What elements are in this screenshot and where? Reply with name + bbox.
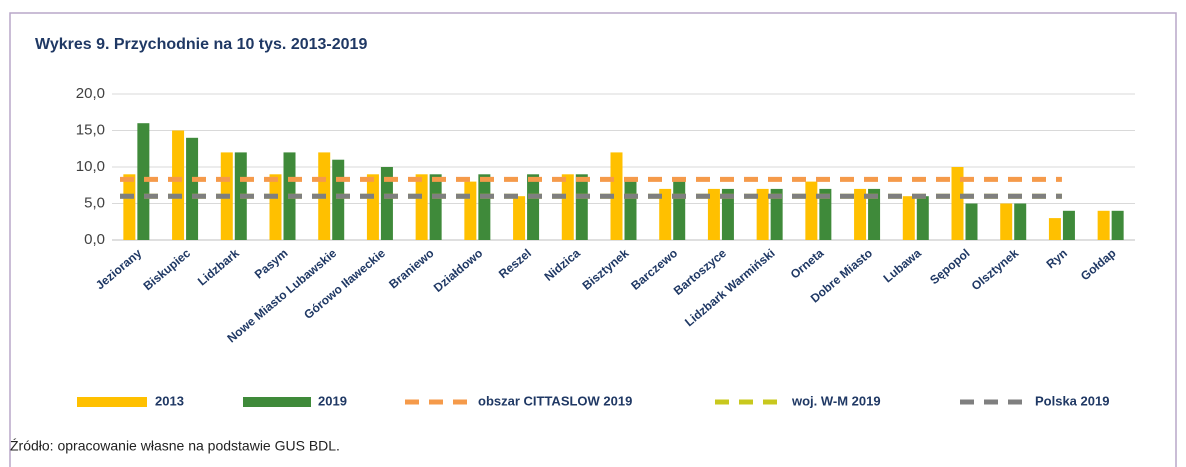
bar bbox=[478, 174, 491, 240]
x-tick-label: Sępopol bbox=[927, 246, 972, 287]
legend-label: 2019 bbox=[318, 393, 347, 408]
x-tick-label: Braniewo bbox=[386, 246, 436, 291]
x-tick-label: Lubawa bbox=[881, 246, 924, 286]
bar bbox=[332, 159, 345, 240]
bar bbox=[951, 167, 964, 240]
bar bbox=[854, 188, 867, 240]
bar bbox=[965, 203, 978, 240]
x-tick-label: Jeziorany bbox=[93, 246, 145, 293]
bar bbox=[624, 181, 637, 240]
bar bbox=[415, 174, 428, 240]
legend-swatch bbox=[77, 397, 147, 407]
x-tick-label: Bisztynek bbox=[580, 246, 632, 293]
chart-title: Wykres 9. Przychodnie na 10 tys. 2013-20… bbox=[35, 36, 367, 53]
bar bbox=[513, 196, 526, 240]
bar bbox=[366, 174, 379, 240]
frame bbox=[9, 12, 1177, 467]
bar bbox=[137, 123, 150, 240]
x-tick-label: Olsztynek bbox=[969, 246, 1022, 293]
bar bbox=[673, 181, 686, 240]
bar bbox=[916, 196, 929, 240]
bar bbox=[805, 181, 818, 240]
bar bbox=[902, 196, 915, 240]
bar bbox=[575, 174, 588, 240]
x-tick-label: Gołdap bbox=[1078, 246, 1119, 283]
bar bbox=[186, 137, 199, 240]
bar bbox=[527, 174, 540, 240]
legend-label: 2013 bbox=[155, 393, 184, 408]
source: Źródło: opracowanie własne na podstawie … bbox=[10, 438, 340, 454]
legend-label: woj. W-M 2019 bbox=[791, 393, 881, 408]
bar bbox=[819, 188, 832, 240]
y-tick-label: 15,0 bbox=[76, 121, 105, 138]
bar bbox=[1014, 203, 1027, 240]
bar bbox=[721, 188, 734, 240]
bar bbox=[464, 181, 477, 240]
x-tick-label: Działdowo bbox=[431, 246, 485, 295]
x-tick-label: Pasym bbox=[252, 246, 291, 282]
legend-label: Polska 2019 bbox=[1035, 393, 1109, 408]
x-tick-label: Nidzica bbox=[542, 246, 583, 284]
bar bbox=[1062, 210, 1075, 240]
x-tick-label: Górowo Iławeckie bbox=[301, 246, 388, 322]
bar bbox=[123, 174, 136, 240]
y-tick-label: 10,0 bbox=[76, 158, 105, 175]
bar bbox=[868, 188, 881, 240]
bar bbox=[770, 188, 783, 240]
bar bbox=[380, 167, 393, 240]
bar bbox=[707, 188, 720, 240]
bar bbox=[610, 152, 623, 240]
x-tick-label: Lidzbark bbox=[195, 246, 242, 289]
bar bbox=[1000, 203, 1013, 240]
x-tick-label: Ryn bbox=[1044, 246, 1070, 271]
bar bbox=[1097, 210, 1110, 240]
bar bbox=[429, 174, 442, 240]
legend-label: obszar CITTASLOW 2019 bbox=[478, 393, 632, 408]
y-tick-label: 20,0 bbox=[76, 85, 105, 102]
bar bbox=[1048, 218, 1061, 240]
x-tick-label: Lidzbark Warmiński bbox=[682, 246, 778, 329]
bar bbox=[561, 174, 574, 240]
bar bbox=[172, 130, 185, 240]
bar bbox=[1111, 210, 1124, 240]
y-tick-label: 5,0 bbox=[84, 194, 105, 211]
bar bbox=[756, 188, 769, 240]
bar bbox=[269, 174, 282, 240]
y-tick-label: 0,0 bbox=[84, 231, 105, 248]
legend-swatch bbox=[243, 397, 311, 407]
x-tick-label: Orneta bbox=[788, 246, 827, 282]
bar bbox=[659, 188, 672, 240]
x-tick-label: Biskupiec bbox=[141, 246, 194, 293]
x-tick-label: Reszel bbox=[496, 246, 534, 281]
